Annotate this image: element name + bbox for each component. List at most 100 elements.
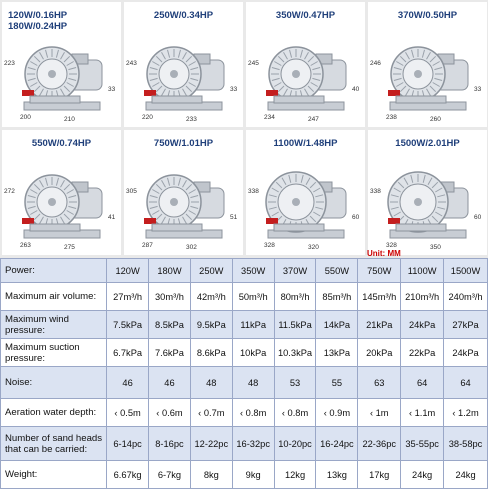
dimension-label: 338 [248,188,259,195]
dimension-label: 338 [370,188,381,195]
dimension-label: 275 [64,244,75,251]
spec-row-label: Maximum wind pressure: [0,310,108,339]
dimension-label: 272 [4,188,15,195]
ring-blower-image [144,174,225,239]
spec-value: 350W [231,258,275,283]
dimension-label: 41 [108,214,116,221]
dimension-label: 33 [474,86,482,93]
product-image-grid: 120W/0.16HP 180W/0.24HP 223 200 210 33 250W/0… [0,0,488,258]
spec-value: 180W [148,258,191,283]
spec-value: 27m³/h [106,282,150,311]
dimension-label: 260 [430,116,441,123]
spec-value: 250W [189,258,233,283]
spec-value: 55 [315,366,359,399]
spec-value: 80m³/h [273,282,317,311]
spec-value: 10-20pc [273,426,317,461]
dimension-label: 200 [20,114,31,121]
dimension-label: 60 [352,214,360,221]
spec-value: 240m³/h [443,282,488,311]
spec-value: ‹ 0.8m [231,398,275,427]
dimension-label: 247 [308,116,319,123]
spec-value: 27kPa [443,310,488,339]
spec-value: 12-22pc [189,426,233,461]
spec-value: ‹ 1.2m [443,398,488,427]
spec-row-label: Aeration water depth: [0,398,108,427]
dimension-label: 40 [352,86,360,93]
product-power-label: 250W/0.34HP [153,10,214,21]
spec-value: 24kg [443,460,488,489]
spec-row: Maximum air volume: 27m³/h 30m³/h 42m³/h 50m… [0,282,488,311]
spec-value: 21kPa [357,310,402,339]
spec-value: ‹ 0.7m [189,398,233,427]
spec-value: 6-14pc [106,426,150,461]
spec-value: 13kPa [315,338,359,367]
dimension-label: 60 [474,214,482,221]
spec-value: 6.7kPa [106,338,150,367]
spec-table: Power: 120W 180W 250W 350W 370W 550W 750W 1100W 1… [0,258,488,489]
spec-value: 24kPa [400,310,445,339]
spec-value: 63 [357,366,402,399]
spec-value: 8-16pc [148,426,191,461]
ring-blower-image [388,46,469,111]
spec-value: 210m³/h [400,282,445,311]
spec-value: 750W [357,258,402,283]
dimension-label: 263 [20,242,31,249]
spec-row-label: Noise: [0,366,108,399]
spec-value: 1500W [443,258,488,283]
spec-row: Number of sand heads that can be carried… [0,426,488,461]
ring-blower-image [22,46,103,111]
spec-value: 11kPa [231,310,275,339]
spec-value: 46 [148,366,191,399]
dimension-label: 243 [126,60,137,67]
spec-value: 42m³/h [189,282,233,311]
dimension-label: 245 [248,60,259,67]
product-cell: 1500W/2.01HP 338 328 350 60 [368,130,487,255]
dimension-label: 350 [430,244,441,251]
spec-value: 9kg [231,460,275,489]
dimension-label: 328 [264,242,275,249]
product-power-label: 120W/0.16HP 180W/0.24HP [8,10,68,32]
spec-row-label: Weight: [0,460,108,489]
dimension-label: 51 [230,214,238,221]
product-power-label: 550W/0.74HP [31,138,92,149]
product-cell: 250W/0.34HP 243 220 233 33 [124,2,243,127]
spec-value: 1100W [400,258,445,283]
product-cell: 350W/0.47HP 245 234 247 40 [246,2,365,127]
ring-blower-image [144,46,225,111]
spec-value: ‹ 1m [357,398,402,427]
spec-value: 53 [273,366,317,399]
spec-value: 7.5kPa [106,310,150,339]
spec-value: ‹ 0.9m [315,398,359,427]
spec-value: ‹ 0.6m [148,398,191,427]
dimension-label: 33 [108,86,116,93]
spec-value: 22-36pc [357,426,402,461]
spec-value: ‹ 0.8m [273,398,317,427]
spec-value: 48 [231,366,275,399]
spec-value: 24kg [400,460,445,489]
spec-value: 12kg [273,460,317,489]
spec-row-label: Power: [0,258,108,283]
dimension-label: 220 [142,114,153,121]
spec-value: 8kg [189,460,233,489]
spec-value: 85m³/h [315,282,359,311]
unit-note: Unit: MM [367,249,401,258]
spec-row-label: Number of sand heads that can be carried… [0,426,108,461]
dimension-label: 246 [370,60,381,67]
ring-blower-image [22,174,103,239]
spec-value: 38-58pc [443,426,488,461]
dimension-label: 320 [308,244,319,251]
spec-value: 64 [443,366,488,399]
spec-value: 8.6kPa [189,338,233,367]
spec-value: 10kPa [231,338,275,367]
product-power-label: 370W/0.50HP [397,10,458,21]
ring-blower-image [387,171,469,239]
spec-value: 11.5kPa [273,310,317,339]
spec-value: 22kPa [400,338,445,367]
spec-value: 50m³/h [231,282,275,311]
spec-value: 30m³/h [148,282,191,311]
spec-value: 145m³/h [357,282,402,311]
spec-value: 370W [273,258,317,283]
spec-value: 14kPa [315,310,359,339]
dimension-label: 328 [386,242,397,249]
spec-row-label: Maximum air volume: [0,282,108,311]
